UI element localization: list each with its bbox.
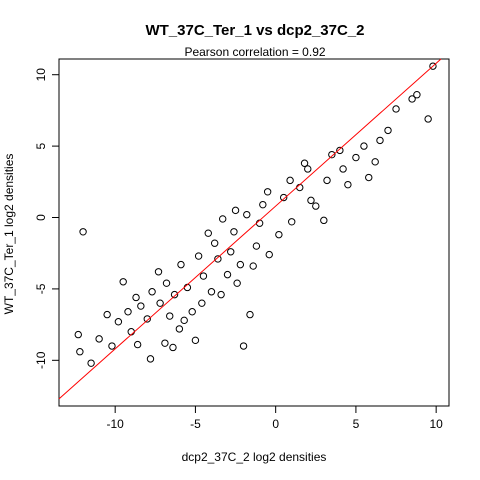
data-point (154, 268, 163, 276)
data-point (227, 248, 235, 256)
data-point (352, 153, 360, 162)
data-point (199, 272, 208, 280)
x-tick-label: -10 (107, 417, 125, 431)
data-point (143, 315, 151, 323)
chart-subtitle: Pearson correlation = 0.92 (184, 45, 325, 59)
data-point (133, 340, 142, 349)
data-point (376, 136, 384, 145)
x-tick-label: -5 (190, 417, 201, 431)
data-point (137, 302, 145, 310)
data-point (328, 150, 336, 159)
y-tick-label: -10 (34, 351, 48, 369)
data-point (323, 176, 331, 185)
data-point (156, 299, 164, 307)
data-point (74, 330, 82, 339)
x-axis-label: dcp2_37C_2 log2 densities (182, 450, 327, 464)
data-point (223, 270, 232, 279)
data-point (119, 278, 127, 286)
data-point (408, 95, 416, 103)
data-point (365, 173, 373, 182)
data-point (207, 288, 216, 296)
data-point (239, 342, 248, 350)
y-tick-label: 10 (34, 68, 48, 82)
data-point (166, 312, 174, 320)
data-point (210, 239, 219, 247)
x-tick-label: 10 (429, 417, 443, 431)
data-point (180, 316, 188, 325)
data-point (384, 126, 392, 135)
data-point (114, 318, 123, 326)
data-point (249, 262, 257, 270)
data-point (300, 159, 309, 167)
data-point (236, 260, 245, 269)
data-point (188, 308, 196, 316)
data-point (95, 335, 103, 343)
data-point (320, 216, 328, 225)
data-point (204, 229, 212, 237)
data-point (219, 215, 227, 223)
x-axis: -10 -5 0 5 10 (107, 406, 443, 431)
data-point (243, 210, 251, 219)
data-point (170, 290, 179, 299)
data-point (286, 176, 294, 185)
data-point (132, 293, 140, 302)
data-point (304, 165, 312, 173)
data-point (76, 348, 84, 356)
x-tick-label: 0 (272, 417, 279, 431)
data-point (191, 336, 200, 345)
data-point (424, 115, 432, 123)
x-tick-label: 5 (353, 417, 360, 431)
data-point (288, 218, 296, 226)
data-point (279, 193, 288, 202)
data-point (175, 325, 184, 333)
data-point (230, 228, 238, 236)
data-point (413, 90, 421, 99)
data-point (177, 260, 185, 269)
chart-title: WT_37C_Ter_1 vs dcp2_37C_2 (145, 22, 364, 39)
data-point (169, 343, 177, 352)
data-point (360, 142, 368, 150)
trend-line-layer (58, 58, 442, 400)
data-point (339, 165, 347, 173)
data-point (312, 202, 320, 210)
data-point (198, 299, 206, 307)
data-point (87, 359, 95, 367)
y-tick-label: -5 (34, 283, 48, 294)
data-point (429, 62, 437, 70)
data-point (246, 310, 254, 319)
trend-line (58, 58, 442, 400)
data-points (74, 62, 437, 367)
data-point (336, 146, 344, 155)
data-point (103, 310, 111, 319)
data-point (344, 180, 352, 189)
data-point (263, 188, 272, 196)
y-tick-label: 5 (34, 142, 48, 149)
data-point (252, 242, 261, 250)
data-point (371, 158, 379, 166)
data-point (233, 279, 241, 287)
y-tick-label: 0 (34, 214, 48, 221)
data-point (148, 288, 156, 296)
data-point (275, 230, 283, 239)
data-point (231, 206, 240, 215)
data-point (217, 290, 225, 299)
y-axis: -10 -5 0 5 10 (34, 68, 59, 369)
y-axis-label: WT_37C_Ter_1 log2 densities (2, 154, 16, 315)
data-point (79, 228, 87, 236)
data-point (265, 250, 273, 259)
data-point (259, 200, 267, 209)
data-point (307, 196, 315, 205)
data-point (124, 308, 132, 316)
data-point (214, 255, 222, 263)
data-point (392, 105, 400, 113)
data-point (108, 342, 116, 350)
data-point (161, 339, 169, 347)
plot-frame (58, 58, 450, 407)
data-point (162, 279, 171, 287)
data-point (194, 252, 203, 260)
data-point (146, 355, 155, 363)
